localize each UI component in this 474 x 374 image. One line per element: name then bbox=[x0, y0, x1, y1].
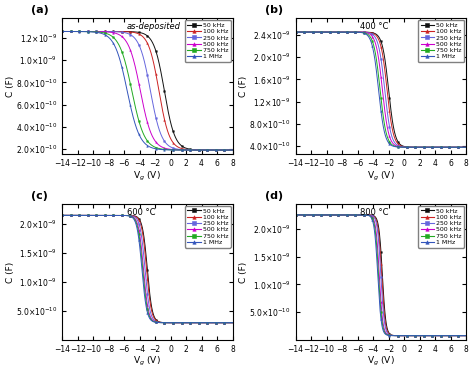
Legend: 50 kHz, 100 kHz, 250 kHz, 500 kHz, 750 kHz, 1 MHz: 50 kHz, 100 kHz, 250 kHz, 500 kHz, 750 k… bbox=[418, 206, 464, 248]
Text: as-deposited: as-deposited bbox=[127, 22, 181, 31]
Y-axis label: C (F): C (F) bbox=[239, 261, 248, 283]
X-axis label: V$_g$ (V): V$_g$ (V) bbox=[367, 170, 395, 183]
X-axis label: V$_g$ (V): V$_g$ (V) bbox=[367, 355, 395, 368]
Text: (c): (c) bbox=[31, 191, 48, 201]
Text: (b): (b) bbox=[265, 6, 283, 15]
Legend: 50 kHz, 100 kHz, 250 kHz, 500 kHz, 750 kHz, 1 MHz: 50 kHz, 100 kHz, 250 kHz, 500 kHz, 750 k… bbox=[184, 206, 231, 248]
Legend: 50 kHz, 100 kHz, 250 kHz, 500 kHz, 750 kHz, 1 MHz: 50 kHz, 100 kHz, 250 kHz, 500 kHz, 750 k… bbox=[418, 20, 464, 62]
X-axis label: V$_g$ (V): V$_g$ (V) bbox=[134, 170, 161, 183]
Text: (a): (a) bbox=[31, 6, 49, 15]
Text: 400 °C: 400 °C bbox=[360, 22, 389, 31]
Y-axis label: C (F): C (F) bbox=[6, 261, 15, 283]
Y-axis label: C (F): C (F) bbox=[6, 76, 15, 97]
Text: 800 °C: 800 °C bbox=[360, 208, 389, 217]
Y-axis label: C (F): C (F) bbox=[239, 76, 248, 97]
Text: (d): (d) bbox=[265, 191, 283, 201]
X-axis label: V$_g$ (V): V$_g$ (V) bbox=[134, 355, 161, 368]
Legend: 50 kHz, 100 kHz, 250 kHz, 500 kHz, 750 kHz, 1 MHz: 50 kHz, 100 kHz, 250 kHz, 500 kHz, 750 k… bbox=[184, 20, 231, 62]
Text: 600 °C: 600 °C bbox=[127, 208, 155, 217]
